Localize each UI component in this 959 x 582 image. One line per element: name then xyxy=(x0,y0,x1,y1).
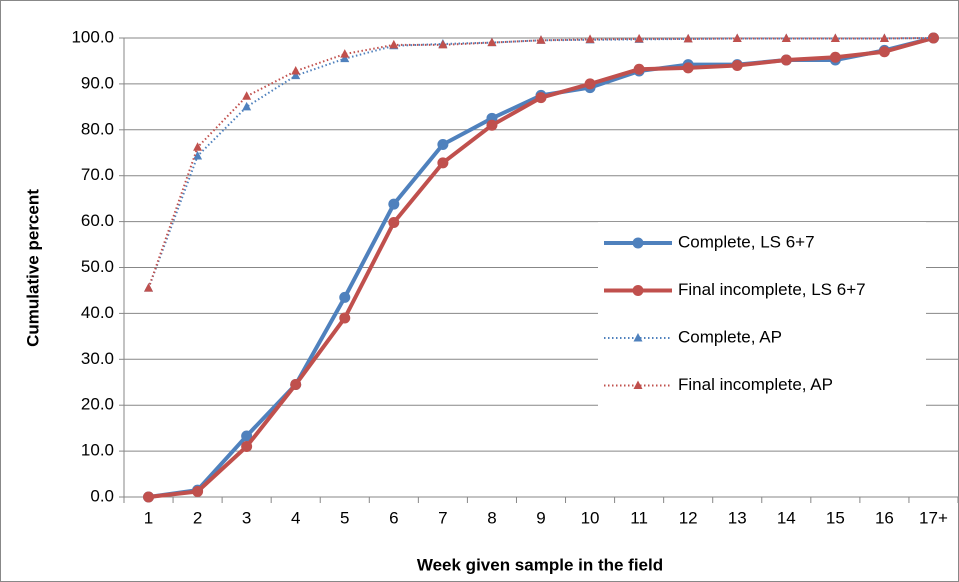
y-tick-label: 50.0 xyxy=(81,257,114,276)
legend: Complete, LS 6+7 Final incomplete, LS 6+7… xyxy=(598,222,926,414)
x-tick-label: 9 xyxy=(536,508,545,527)
x-tick-label: 13 xyxy=(728,508,747,527)
data-point xyxy=(241,441,253,453)
data-point xyxy=(879,33,889,42)
y-tick-label: 20.0 xyxy=(81,395,114,414)
x-tick-label: 16 xyxy=(875,508,894,527)
y-tick-label: 40.0 xyxy=(81,303,114,322)
data-point xyxy=(486,119,498,131)
y-tick-label: 60.0 xyxy=(81,211,114,230)
x-tick-label: 6 xyxy=(389,508,398,527)
data-point xyxy=(290,379,302,391)
y-axis-title: Cumulative percent xyxy=(23,189,42,347)
data-point xyxy=(731,60,743,72)
x-tick-label: 10 xyxy=(581,508,600,527)
data-point xyxy=(388,198,400,210)
x-tick-label: 1 xyxy=(144,508,153,527)
y-tick-label: 90.0 xyxy=(81,73,114,92)
x-tick-label: 2 xyxy=(193,508,202,527)
legend-marker xyxy=(633,333,643,342)
y-tick-label: 30.0 xyxy=(81,349,114,368)
x-tick-label: 15 xyxy=(826,508,845,527)
x-tick-label: 5 xyxy=(340,508,349,527)
legend-marker xyxy=(632,237,644,249)
data-point xyxy=(487,37,497,47)
data-point xyxy=(144,283,154,292)
data-point xyxy=(241,430,253,442)
x-axis-title: Week given sample in the field xyxy=(417,555,663,574)
data-point xyxy=(193,150,203,160)
y-tick-label: 100.0 xyxy=(71,27,114,46)
y-tick-label: 10.0 xyxy=(81,441,114,460)
data-point xyxy=(291,66,301,75)
legend-marker xyxy=(632,285,644,296)
data-point xyxy=(928,33,938,42)
data-point xyxy=(633,63,645,75)
x-tick-label: 17+ xyxy=(919,508,948,527)
x-tick-label: 14 xyxy=(777,508,796,527)
data-point xyxy=(192,485,204,497)
data-point xyxy=(389,39,399,49)
data-point xyxy=(682,62,694,74)
data-point xyxy=(732,33,742,42)
x-tick-label: 3 xyxy=(242,508,251,527)
data-point xyxy=(634,33,644,43)
y-tick-label: 80.0 xyxy=(81,119,114,138)
legend-box xyxy=(598,222,926,414)
data-point xyxy=(193,142,203,151)
data-point xyxy=(781,33,791,42)
data-point xyxy=(830,33,840,42)
data-point xyxy=(291,70,301,80)
x-tick-label: 11 xyxy=(630,508,648,527)
data-point xyxy=(340,53,350,63)
data-point xyxy=(242,101,252,111)
legend-marker xyxy=(633,380,643,389)
data-point xyxy=(536,35,546,44)
data-point xyxy=(683,33,693,43)
data-point xyxy=(242,91,252,100)
y-tick-label: 0.0 xyxy=(90,486,114,505)
data-point xyxy=(584,78,596,90)
x-tick-label: 7 xyxy=(438,508,447,527)
legend-label: Final incomplete, LS 6+7 xyxy=(678,280,866,299)
x-tick-label: 12 xyxy=(679,508,698,527)
data-point xyxy=(829,51,841,63)
data-point xyxy=(437,157,449,169)
data-point xyxy=(535,92,547,104)
data-point xyxy=(878,46,890,58)
data-point xyxy=(780,54,792,66)
data-point xyxy=(339,312,351,324)
data-point xyxy=(388,217,400,229)
x-tick-label: 8 xyxy=(487,508,496,527)
data-point xyxy=(437,138,449,150)
y-tick-label: 70.0 xyxy=(81,165,114,184)
series-line xyxy=(147,37,934,289)
data-point xyxy=(339,291,351,303)
x-tick-label: 4 xyxy=(291,508,300,527)
data-point xyxy=(143,491,155,503)
data-point xyxy=(438,39,448,49)
legend-label: Complete, AP xyxy=(678,327,782,346)
legend-label: Final incomplete, AP xyxy=(678,375,833,394)
data-point xyxy=(585,34,595,43)
legend-label: Complete, LS 6+7 xyxy=(678,232,815,251)
data-point xyxy=(340,49,350,58)
